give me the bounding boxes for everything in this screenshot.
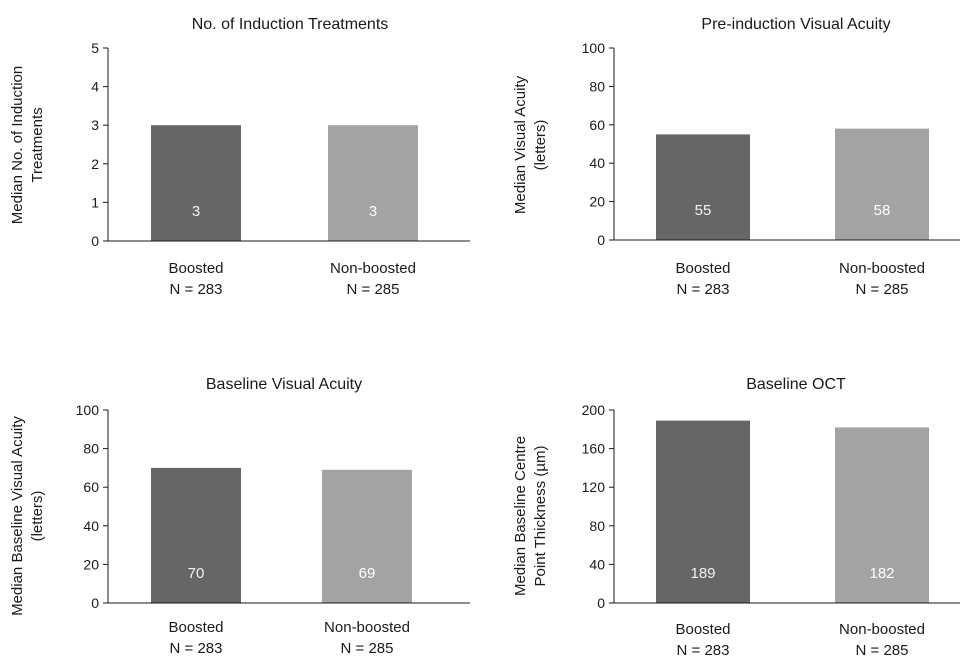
y-tick-label: 40 (589, 155, 605, 171)
y-axis-label: (letters) (532, 120, 549, 171)
y-tick-label: 0 (91, 233, 99, 249)
data-label: 182 (869, 565, 894, 582)
data-label: 69 (359, 565, 376, 582)
y-axis-label: Treatments (29, 107, 46, 182)
y-tick-label: 3 (91, 117, 99, 133)
y-tick-label: 160 (582, 441, 606, 457)
data-label: 3 (369, 203, 377, 220)
data-label: 58 (874, 202, 891, 219)
data-label: 55 (695, 202, 712, 219)
bar-boosted (656, 420, 750, 603)
chart-svg: Pre-induction Visual Acuity Median Visual… (512, 16, 960, 298)
bar-non-boosted (328, 125, 418, 241)
category-label: Non-boosted (330, 260, 416, 277)
category-n-label: N = 285 (856, 642, 909, 657)
y-tick-label: 20 (83, 556, 99, 572)
chart-svg: Baseline OCT Median Baseline Centre Point … (512, 376, 960, 657)
bar-boosted (151, 125, 241, 241)
y-axis-label: Median No. of Induction (9, 66, 26, 224)
y-tick-label: 200 (582, 402, 606, 418)
category-n-label: N = 283 (677, 642, 730, 657)
y-tick-label: 4 (91, 79, 99, 95)
chart-pre-induction-visual-acuity: Pre-induction Visual Acuity Median Visual… (480, 0, 960, 328)
y-tick-label: 80 (83, 441, 99, 457)
y-tick-label: 2 (91, 156, 99, 172)
category-n-label: N = 283 (677, 281, 730, 298)
y-tick-label: 100 (76, 402, 100, 418)
category-n-label: N = 285 (856, 281, 909, 298)
chart-svg: No. of Induction Treatments Median No. of… (9, 16, 470, 298)
category-n-label: N = 285 (341, 640, 394, 657)
y-tick-label: 60 (83, 479, 99, 495)
data-label: 189 (690, 565, 715, 582)
bar-boosted (151, 467, 241, 603)
y-tick-label: 60 (589, 117, 605, 133)
category-label: Boosted (168, 260, 223, 277)
y-axis-label: Median Baseline Centre (512, 436, 529, 596)
y-tick-label: 80 (589, 518, 605, 534)
data-label: 3 (192, 203, 200, 220)
category-label: Boosted (168, 619, 223, 636)
category-label: Boosted (675, 621, 730, 638)
y-tick-label: 120 (582, 479, 606, 495)
chart-title: No. of Induction Treatments (192, 16, 389, 33)
y-tick-label: 100 (582, 40, 606, 56)
category-label: Non-boosted (324, 619, 410, 636)
category-n-label: N = 285 (347, 281, 400, 298)
y-tick-label: 0 (597, 232, 605, 248)
chart-baseline-visual-acuity: Baseline Visual Acuity Median Baseline Vi… (0, 328, 480, 657)
chart-baseline-oct: Baseline OCT Median Baseline Centre Point … (480, 328, 960, 657)
category-label: Non-boosted (839, 260, 925, 277)
category-n-label: N = 283 (170, 640, 223, 657)
chart-title: Baseline Visual Acuity (206, 376, 362, 393)
y-axis-label: Median Baseline Visual Acuity (9, 416, 26, 616)
y-axis-label: Point Thickness (µm) (532, 446, 549, 587)
y-tick-label: 5 (91, 40, 99, 56)
bar-boosted (656, 134, 750, 240)
category-label: Non-boosted (839, 621, 925, 638)
y-tick-label: 1 (91, 194, 99, 210)
bar-non-boosted (835, 427, 929, 603)
category-label: Boosted (675, 260, 730, 277)
y-tick-label: 40 (83, 518, 99, 534)
y-tick-label: 80 (589, 78, 605, 94)
y-tick-label: 0 (597, 595, 605, 611)
data-label: 70 (188, 565, 205, 582)
chart-title: Baseline OCT (746, 376, 846, 393)
y-tick-label: 40 (589, 556, 605, 572)
chart-svg: Baseline Visual Acuity Median Baseline Vi… (9, 376, 470, 657)
y-axis-label: Median Visual Acuity (512, 75, 529, 214)
chart-title: Pre-induction Visual Acuity (701, 16, 890, 33)
y-tick-label: 0 (91, 595, 99, 611)
y-axis-label: (letters) (29, 491, 46, 542)
y-tick-label: 20 (589, 194, 605, 210)
bar-non-boosted (835, 128, 929, 240)
chart-induction-treatments: No. of Induction Treatments Median No. of… (0, 0, 480, 328)
bar-non-boosted (322, 469, 412, 603)
category-n-label: N = 283 (170, 281, 223, 298)
